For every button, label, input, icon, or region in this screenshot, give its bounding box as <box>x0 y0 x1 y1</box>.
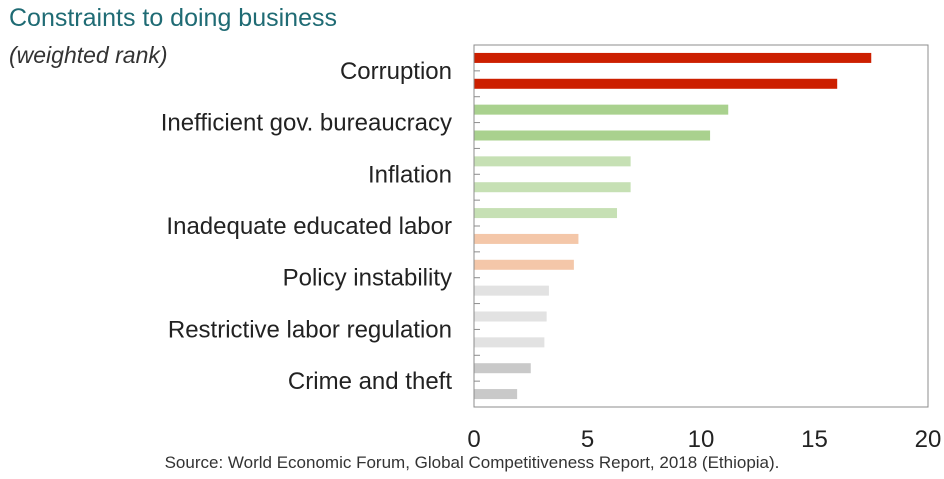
x-tick-label: 20 <box>915 426 942 453</box>
bar-9 <box>474 259 574 270</box>
bar-7 <box>474 208 618 219</box>
plot-area-frame <box>473 44 929 408</box>
category-label: Restrictive labor regulation <box>168 316 452 343</box>
bar-13 <box>474 363 531 374</box>
chart-subtitle: (weighted rank) <box>9 42 168 68</box>
category-label: Corruption <box>340 58 452 85</box>
bar-14 <box>474 389 518 400</box>
bar-12 <box>474 337 545 348</box>
category-label: Inadequate educated labor <box>166 213 452 240</box>
bar-3 <box>474 104 729 115</box>
bar-5 <box>474 156 631 167</box>
bar-4 <box>474 130 711 141</box>
x-tick-label: 10 <box>688 426 715 453</box>
bar-8 <box>474 233 579 244</box>
x-tick-label: 0 <box>467 426 480 453</box>
bar-10 <box>474 285 549 296</box>
bar-11 <box>474 311 547 322</box>
category-label: Inflation <box>368 161 452 188</box>
bar-1 <box>474 52 872 63</box>
category-label: Policy instability <box>283 265 452 292</box>
category-label: Crime and theft <box>288 368 452 395</box>
source-note: Source: World Economic Forum, Global Com… <box>164 453 780 472</box>
bar-2 <box>474 78 838 89</box>
bar-6 <box>474 182 631 193</box>
x-tick-label: 5 <box>581 426 594 453</box>
chart-title: Constraints to doing business <box>9 4 337 32</box>
x-tick-label: 15 <box>801 426 828 453</box>
category-label: Inefficient gov. bureaucracy <box>161 110 452 137</box>
